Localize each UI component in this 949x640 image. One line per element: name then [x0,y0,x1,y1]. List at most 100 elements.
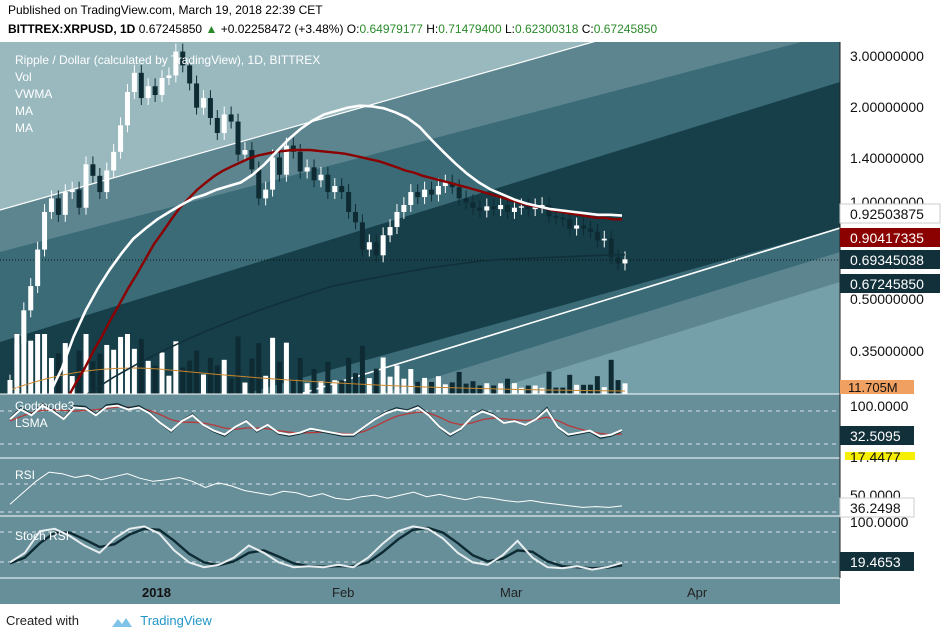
stoch-value-box [840,552,914,571]
open-label: O: [346,22,360,36]
candle-body [463,198,469,203]
volume-bar [339,380,345,394]
volume-bar [442,384,448,394]
volume-bar [346,357,352,394]
candle-body [173,51,179,76]
candle-body [532,206,538,210]
candle-body [581,225,587,229]
volume-bar [622,383,628,394]
candle-body [449,182,455,188]
created-with-text: Created with [6,613,79,628]
volume-bar [263,375,269,394]
chart-area[interactable]: Ripple / Dollar (calculated by TradingVi… [0,42,949,604]
indicator-axis-labels: 100.0000 17.4477 32.5095 50.0000 36.2498… [839,398,915,571]
candle-body [491,206,497,210]
candle-body [339,186,345,193]
candle-body [318,174,324,181]
rsi-value: 36.2498 [850,500,901,516]
candle-body [546,204,552,217]
volume-bar [180,367,186,394]
volume-bar [505,378,511,394]
candle-body [332,186,338,193]
candle-body [498,204,504,210]
volume-bar [394,365,400,394]
godmode-value: 32.5095 [850,428,901,444]
volume-bar [587,384,593,394]
volume-bar [104,344,110,394]
candle-body [380,235,386,256]
volume-bar [297,358,303,394]
candle-body [415,192,421,198]
volume-bar [242,382,248,394]
volume-bar [62,343,68,394]
volume-bar [608,359,614,394]
footer: Created with TradingView [6,613,212,629]
ma-dark-line [86,253,626,394]
candle-body [394,211,400,228]
candle-body [48,198,54,212]
y-tick-0-5: 0.50000000 [850,291,924,307]
tradingview-brand[interactable]: TradingView [140,613,212,628]
candle-body [235,121,241,155]
candle-body [97,175,103,193]
candle-body [228,114,234,122]
volume-bar [152,365,158,394]
candle-body [401,204,407,212]
candle-body [511,207,517,212]
godmode-pane [0,394,840,458]
candle-body [560,217,566,220]
candle-body [221,114,227,134]
candle-body [325,174,331,193]
price-label-ma-dark-box [840,250,940,269]
y-tick-2: 2.00000000 [850,99,924,115]
candle-body [83,164,89,208]
volume-bar [221,359,227,394]
time-axis-strip [0,578,840,604]
price-labels: 0.92503875 0.90417335 0.69345038 0.67245… [839,203,941,395]
volume-bar [207,357,213,394]
volume-bars [7,334,628,394]
candle-body [21,310,27,344]
volume-bar [594,376,600,394]
volume-bar [325,361,331,394]
candle-body [42,211,48,250]
volume-bar [69,376,75,394]
candle-body [104,170,110,193]
volume-bar [574,384,580,394]
channel-top-light [0,42,840,210]
x-label-mar: Mar [500,585,523,600]
candle-body [249,150,255,170]
candle-body [290,145,296,152]
godmode-tick-100: 100.0000 [850,398,909,414]
tradingview-logo-icon [111,617,132,627]
time-axis-months: Feb Mar Apr [332,585,708,600]
volume-bar [138,339,144,394]
price-change: +0.02258472 (+3.48%) [220,22,344,36]
legend-vol: Vol [15,70,32,84]
chart-title: Ripple / Dollar (calculated by TradingVi… [15,53,320,67]
volume-bar [615,380,621,394]
legend-ma-1: MA [15,104,33,118]
volume-ma-line [9,367,626,392]
candle-body [76,189,82,208]
candle-body [256,169,262,199]
candle-body [242,150,248,155]
godmode-value-box [840,426,914,445]
candle-body [263,189,269,199]
volume-bar [304,383,310,394]
candle-body [283,145,289,175]
candle-body [608,238,614,258]
volume-bar [290,379,296,394]
candle-body [429,189,435,195]
stoch-k-line [9,525,623,571]
volume-bar [366,378,372,394]
candle-body [194,83,200,108]
candle-body [518,206,524,208]
price-label-last: 0.67245850 [850,276,924,292]
candle-body [601,238,607,241]
volume-bar [470,381,476,394]
published-line: Published on TradingView.com, March 19, … [8,3,323,17]
candle-body [422,189,428,198]
candle-body [484,206,490,211]
price-label-ma-red: 0.90417335 [850,230,924,246]
